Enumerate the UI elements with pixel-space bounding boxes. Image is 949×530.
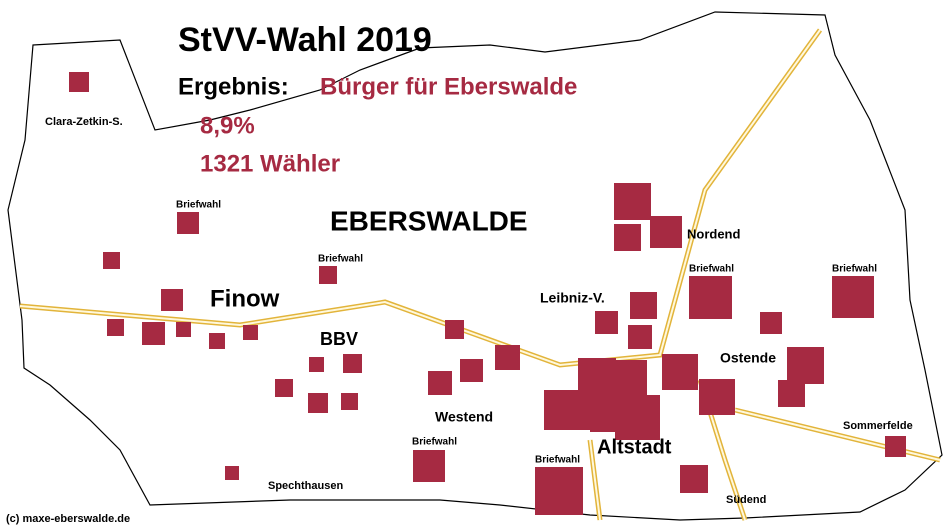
result-squares bbox=[69, 72, 906, 515]
result-square bbox=[885, 436, 906, 457]
result-square bbox=[535, 467, 583, 515]
result-square bbox=[650, 216, 682, 248]
result-square bbox=[662, 354, 698, 390]
percent: 8,9% bbox=[200, 112, 255, 139]
result-square bbox=[495, 345, 520, 370]
district-label: Südend bbox=[726, 494, 766, 506]
result-square bbox=[107, 319, 124, 336]
voters: 1321 Wähler bbox=[200, 150, 340, 177]
postal-label: Briefwahl bbox=[689, 264, 734, 275]
district-label: Nordend bbox=[687, 226, 741, 241]
postal-label: Briefwahl bbox=[176, 200, 221, 211]
result-square bbox=[343, 354, 362, 373]
result-square bbox=[460, 359, 483, 382]
district-label: Spechthausen bbox=[268, 480, 343, 492]
result-square bbox=[689, 276, 732, 319]
result-square bbox=[615, 395, 660, 440]
result-square bbox=[176, 322, 191, 337]
district-label: Ostende bbox=[720, 350, 776, 366]
result-square bbox=[275, 379, 293, 397]
result-square bbox=[630, 292, 657, 319]
result-square bbox=[225, 466, 239, 480]
result-square bbox=[544, 390, 590, 430]
result-square bbox=[161, 289, 183, 311]
party: Bürger für Eberswalde bbox=[320, 73, 577, 100]
result-square bbox=[578, 358, 616, 396]
postal-label: Briefwahl bbox=[318, 254, 363, 265]
result-label: Ergebnis: bbox=[178, 73, 289, 100]
credit: (c) maxe-eberswalde.de bbox=[6, 513, 130, 525]
result-square bbox=[778, 380, 805, 407]
district-label: Clara-Zetkin-S. bbox=[45, 116, 123, 128]
district-label: Finow bbox=[210, 285, 280, 312]
result-square bbox=[308, 393, 328, 413]
result-square bbox=[680, 465, 708, 493]
result-square bbox=[341, 393, 358, 410]
district-label: Leibniz-V. bbox=[540, 290, 605, 306]
result-square bbox=[590, 392, 618, 432]
result-square bbox=[243, 325, 258, 340]
city-name: EBERSWALDE bbox=[330, 205, 528, 236]
result-square bbox=[832, 276, 874, 318]
result-square bbox=[595, 311, 618, 334]
result-square bbox=[628, 325, 652, 349]
result-square bbox=[445, 320, 464, 339]
title: StVV-Wahl 2019 bbox=[178, 21, 432, 59]
district-label: Sommerfelde bbox=[843, 420, 913, 432]
postal-label: Briefwahl bbox=[535, 455, 580, 466]
result-square bbox=[787, 347, 824, 384]
result-square bbox=[103, 252, 120, 269]
result-square bbox=[69, 72, 89, 92]
result-square bbox=[309, 357, 324, 372]
result-square bbox=[760, 312, 782, 334]
result-square bbox=[699, 379, 735, 415]
district-label: Altstadt bbox=[597, 436, 672, 458]
district-label: Westend bbox=[435, 409, 493, 425]
result-square bbox=[319, 266, 337, 284]
result-square bbox=[614, 183, 651, 220]
result-square bbox=[209, 333, 225, 349]
postal-label: Briefwahl bbox=[412, 437, 457, 448]
result-square bbox=[142, 322, 165, 345]
result-square bbox=[428, 371, 452, 395]
result-square bbox=[413, 450, 445, 482]
result-square bbox=[177, 212, 199, 234]
district-label: BBV bbox=[320, 329, 358, 349]
result-square bbox=[612, 360, 647, 395]
postal-label: Briefwahl bbox=[832, 264, 877, 275]
result-square bbox=[614, 224, 641, 251]
